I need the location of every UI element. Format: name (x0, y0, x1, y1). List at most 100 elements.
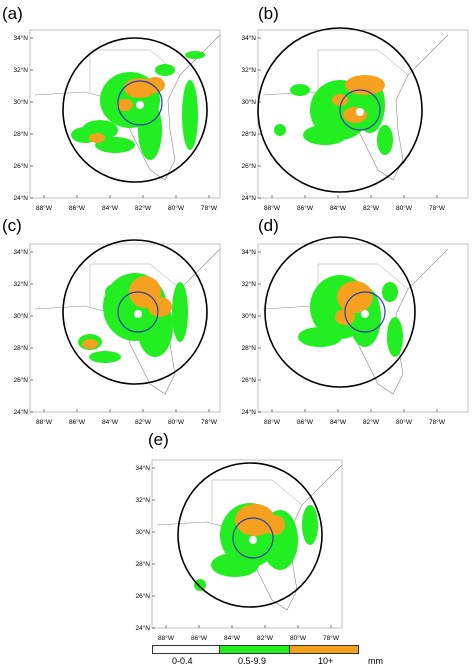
panel-label-a: (a) (2, 4, 23, 23)
lon-tick-label: 82°W (135, 204, 152, 212)
lat-tick-label: 24°N (135, 624, 150, 632)
legend-label-mid: 0.5-9.9 (238, 656, 267, 666)
lon-tick-label: 78°W (429, 418, 446, 426)
lon-tick-label: 80°W (168, 418, 185, 426)
panel-label-b: (b) (258, 4, 279, 23)
lon-tick-label: 88°W (36, 418, 53, 426)
lat-tick-label: 34°N (13, 34, 28, 42)
map-d: 34°N 32°N 30°N 28°N 26°N 24°N 88°W 86°W 84°W 82°W… (241, 236, 469, 426)
rain-heavy-area (343, 107, 367, 123)
state-border (317, 263, 409, 306)
outer-radius-circle (257, 27, 423, 193)
lon-tick-label: 88°W (36, 204, 53, 212)
lat-tick-label: 26°N (13, 162, 28, 170)
rain-light-area (138, 100, 162, 160)
lat-tick-label: 26°N (13, 376, 28, 384)
panel-b: (b) 34°N 32°N 30°N 28°N 26°N 24°N 88°W 86°W 84°W… (230, 0, 474, 225)
map-b: 34°N 32°N 30°N 28°N 26°N 24°N 88°W 86°W 84°W 82°W… (241, 27, 469, 212)
storm-eye (136, 101, 144, 109)
lat-tick-label: 34°N (135, 464, 150, 472)
legend-label-high: 10+ (318, 656, 334, 666)
state-border (89, 263, 181, 306)
lon-tick-label: 84°W (330, 418, 347, 426)
rain-light-area (155, 64, 175, 76)
outer-radius-circle (62, 37, 208, 183)
panel-d: (d) 34°N 32°N 30°N 28°N 26°N 24°N 88°W 86°W 84°W… (230, 214, 474, 439)
lon-tick-label: 78°W (201, 204, 218, 212)
rain-heavy-area (345, 75, 385, 95)
lat-tick-label: 34°N (241, 248, 256, 256)
storm-eye (134, 310, 142, 318)
lat-tick-label: 32°N (135, 496, 150, 504)
map-c: 34°N 32°N 30°N 28°N 26°N 24°N 88°W 86°W 84°W 82°W… (13, 239, 221, 426)
lat-tick-label: 28°N (135, 560, 150, 568)
lat-tick-label: 30°N (135, 528, 150, 536)
rain-heavy-area (337, 281, 373, 313)
rain-heavy-area (117, 99, 133, 111)
storm-eye (361, 310, 369, 318)
lon-tick-label: 86°W (69, 418, 86, 426)
rain-light-area (172, 282, 188, 342)
outer-radius-circle (62, 239, 208, 385)
rain-heavy-area (148, 297, 172, 317)
rain-light-area (274, 124, 286, 136)
inner-radius-circle (339, 89, 381, 131)
state-border (211, 479, 303, 522)
lon-tick-label: 86°W (191, 634, 208, 642)
lat-tick-label: 32°N (13, 280, 28, 288)
rain-light-area (105, 284, 125, 300)
lon-tick-label: 82°W (363, 418, 380, 426)
lon-tick-label: 78°W (323, 634, 340, 642)
lon-tick-label: 80°W (290, 634, 307, 642)
lat-tick-label: 28°N (13, 130, 28, 138)
storm-eye (249, 536, 257, 544)
storm-eye (356, 108, 364, 116)
lat-tick-label: 30°N (13, 312, 28, 320)
rain-light-area (303, 125, 347, 145)
lat-tick-label: 26°N (241, 162, 256, 170)
lon-tick-label: 80°W (168, 204, 185, 212)
lon-tick-label: 82°W (257, 634, 274, 642)
rain-heavy-area (235, 504, 275, 536)
lat-tick-label: 32°N (241, 280, 256, 288)
lat-tick-label: 32°N (241, 66, 256, 74)
lon-tick-label: 86°W (297, 204, 314, 212)
lat-tick-label: 24°N (13, 194, 28, 202)
lat-tick-label: 34°N (13, 248, 28, 256)
panel-label-e: (e) (148, 430, 169, 449)
rain-light-area (377, 125, 393, 155)
lat-tick-label: 24°N (13, 408, 28, 416)
legend-bin-high (289, 645, 359, 654)
inner-radius-circle (232, 517, 274, 559)
lat-tick-label: 30°N (13, 98, 28, 106)
lon-tick-label: 82°W (135, 418, 152, 426)
lon-tick-label: 88°W (264, 204, 281, 212)
lat-tick-label: 28°N (241, 344, 256, 352)
lat-tick-label: 34°N (241, 34, 256, 42)
lat-tick-label: 30°N (241, 312, 256, 320)
legend-unit: mm (368, 656, 383, 666)
outer-radius-circle (264, 236, 416, 388)
lon-tick-label: 86°W (297, 418, 314, 426)
lon-tick-label: 80°W (396, 418, 413, 426)
panel-c: (c) 34°N 32°N 30°N 28°N 26°N 24°N 88°W 86°W 84°W… (0, 214, 237, 439)
rain-light-area (194, 579, 206, 591)
legend: 0-0.4 0.5-9.9 10+ mm (0, 640, 474, 669)
lon-tick-label: 84°W (102, 418, 119, 426)
lon-tick-label: 88°W (158, 634, 175, 642)
state-border (317, 49, 409, 92)
lon-tick-label: 80°W (396, 204, 413, 212)
lat-tick-label: 30°N (241, 98, 256, 106)
panel-label-c: (c) (2, 216, 22, 235)
panel-e: (e) 34°N 32°N 30°N 28°N 26°N 24°N 88°W 86°W 84°W… (122, 430, 359, 655)
panel-label-d: (d) (258, 216, 279, 235)
lon-tick-label: 86°W (69, 204, 86, 212)
lat-tick-label: 26°N (135, 592, 150, 600)
lat-tick-label: 24°N (241, 408, 256, 416)
rain-light-area (298, 327, 342, 347)
lon-tick-label: 84°W (102, 204, 119, 212)
rain-light-area (182, 80, 198, 150)
lon-tick-label: 84°W (224, 634, 241, 642)
lat-tick-label: 32°N (13, 66, 28, 74)
lat-tick-label: 26°N (241, 376, 256, 384)
